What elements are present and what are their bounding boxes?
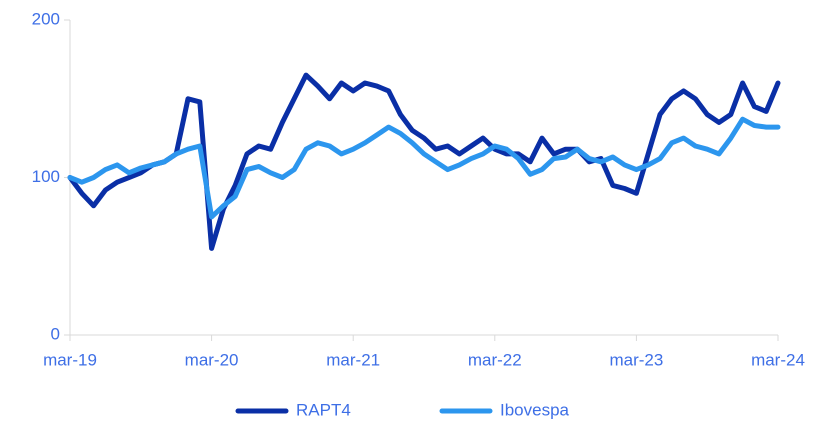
y-tick-label: 0 [51, 324, 60, 343]
legend-label: Ibovespa [500, 400, 570, 419]
x-tick-label: mar-22 [468, 350, 522, 369]
y-tick-label: 100 [32, 167, 60, 186]
x-tick-label: mar-19 [43, 350, 97, 369]
y-tick-label: 200 [32, 9, 60, 28]
x-tick-label: mar-23 [609, 350, 663, 369]
legend-label: RAPT4 [296, 400, 351, 419]
x-tick-label: mar-21 [326, 350, 380, 369]
x-tick-label: mar-24 [751, 350, 805, 369]
x-tick-label: mar-20 [185, 350, 239, 369]
series-line [67, 116, 781, 220]
series-line [67, 72, 781, 251]
